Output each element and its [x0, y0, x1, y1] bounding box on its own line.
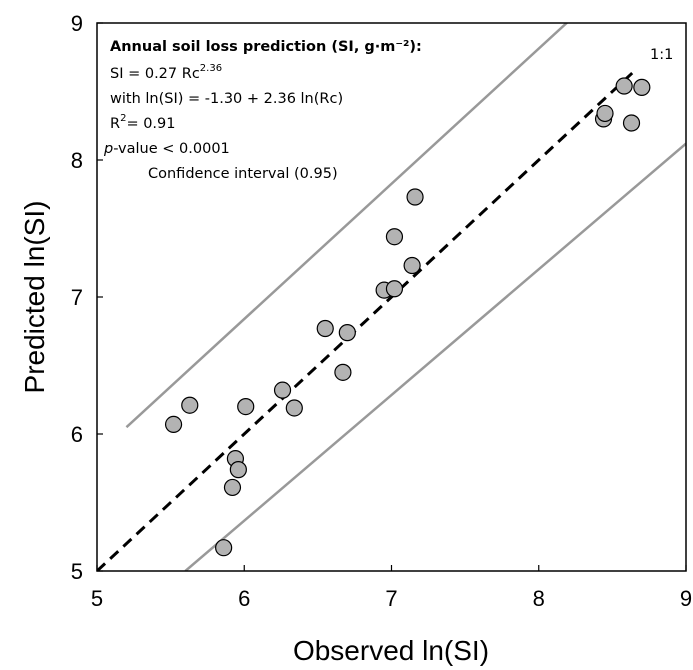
data-point [334, 363, 352, 381]
data-point [229, 461, 247, 479]
y-tick-label: 6 [71, 422, 83, 447]
reference-line-group [97, 69, 636, 571]
equation-base: SI = 0.27 Rc [110, 66, 200, 82]
r2-value: = 0.91 [126, 116, 175, 132]
data-point [316, 319, 334, 338]
data-point [285, 399, 303, 417]
r2-superscript: 2 [120, 113, 126, 124]
data-point [615, 77, 633, 95]
data-point [237, 398, 255, 416]
annotation-box: Annual soil loss prediction (SI, g·m⁻²):… [103, 39, 422, 182]
x-tick-label: 7 [385, 586, 397, 611]
p-rest: -value < 0.0001 [113, 141, 230, 157]
confidence-lower-line [184, 142, 686, 571]
data-point [403, 256, 421, 275]
data-point [215, 539, 233, 557]
equation-exponent: 2.36 [200, 63, 222, 74]
data-point [406, 188, 424, 206]
p-value-line: p-value < 0.0001 [103, 141, 230, 157]
equation-line: SI = 0.27 Rc2.36 [110, 63, 222, 82]
annotation-title: Annual soil loss prediction (SI, g·m⁻²): [110, 39, 422, 55]
y-axis-title: Predicted ln(SI) [19, 201, 50, 394]
reference-line-1-1 [97, 69, 636, 571]
confidence-interval-label: Confidence interval (0.95) [148, 166, 338, 182]
y-axis-ticks: 5 6 7 8 9 [71, 11, 103, 584]
data-points [164, 77, 651, 557]
x-axis-ticks: 5 6 7 8 9 [91, 565, 692, 611]
confidence-upper-line [125, 23, 569, 429]
data-point [622, 114, 641, 132]
y-tick-label: 5 [71, 559, 83, 584]
r2-line: R2= 0.91 [110, 113, 176, 132]
data-point [273, 381, 292, 399]
data-point [385, 280, 404, 298]
x-tick-label: 6 [238, 586, 250, 611]
confidence-band [125, 23, 686, 571]
r2-prefix: R [110, 116, 120, 132]
p-italic: p [103, 141, 113, 157]
data-point [223, 478, 242, 497]
data-point [164, 415, 183, 434]
y-tick-label: 8 [71, 148, 83, 173]
x-axis-title: Observed ln(SI) [293, 635, 489, 666]
x-tick-label: 5 [91, 586, 103, 611]
log-equation: with ln(SI) = -1.30 + 2.36 ln(Rc) [110, 91, 343, 107]
x-tick-label: 8 [533, 586, 545, 611]
y-tick-label: 7 [71, 285, 83, 310]
data-point [633, 78, 651, 96]
x-tick-label: 9 [680, 586, 692, 611]
y-tick-label: 9 [71, 11, 83, 36]
data-point [338, 324, 356, 342]
data-point [385, 228, 404, 246]
data-point [181, 396, 199, 414]
data-point [596, 104, 614, 123]
reference-line-label: 1:1 [650, 47, 673, 63]
